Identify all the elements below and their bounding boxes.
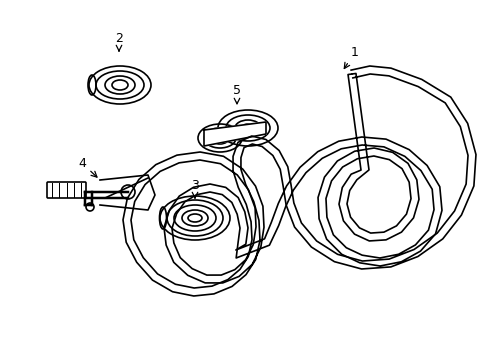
Polygon shape — [203, 122, 265, 146]
Text: 3: 3 — [191, 179, 199, 198]
Text: 1: 1 — [344, 45, 358, 68]
Text: 5: 5 — [232, 84, 241, 104]
Text: 2: 2 — [115, 32, 122, 51]
Text: 4: 4 — [78, 157, 97, 177]
